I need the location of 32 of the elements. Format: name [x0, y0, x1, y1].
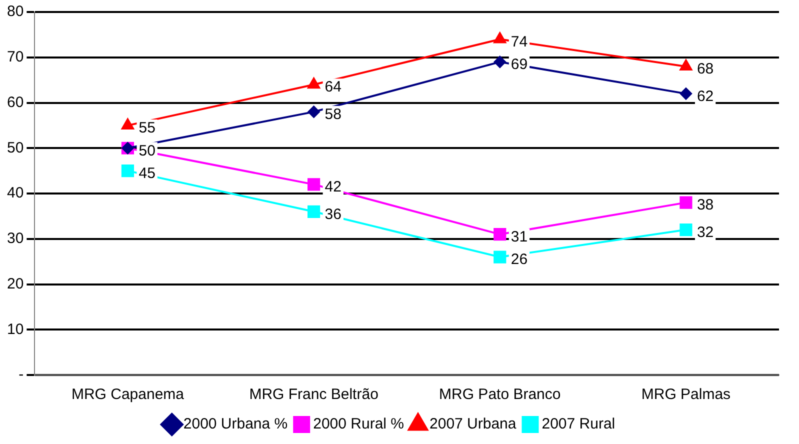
data-label: 64 — [324, 78, 342, 96]
data-label: 38 — [696, 196, 714, 214]
data-label: 26 — [510, 251, 528, 268]
legend-label: 2000 Urbana % — [183, 416, 288, 433]
data-label: 45 — [138, 164, 156, 182]
data-label: 74 — [510, 33, 528, 50]
y-tick-label: 30 — [6, 230, 24, 248]
x-tick-label: MRG Pato Branco — [439, 386, 561, 404]
data-label: 42 — [324, 178, 342, 196]
y-tick-label: 80 — [6, 3, 24, 20]
x-tick-label: MRG Palmas — [641, 386, 731, 404]
y-tick-label: 10 — [6, 320, 24, 338]
data-label: 55 — [138, 120, 156, 137]
data-label: 31 — [510, 228, 528, 246]
x-tick-label: MRG Capanema — [71, 386, 185, 404]
y-tick-label: 50 — [6, 139, 24, 156]
legend-label: 2007 Urbana — [430, 416, 517, 433]
legend-label: 2000 Rural % — [313, 416, 404, 433]
y-tick-label: 60 — [6, 94, 24, 111]
y-tick-label: 70 — [6, 48, 24, 66]
data-label: 36 — [324, 206, 342, 223]
y-tick-label: - — [18, 366, 24, 384]
legend-label: 2007 Rural — [542, 416, 616, 433]
data-label: 62 — [696, 88, 714, 105]
data-label: 69 — [510, 56, 528, 74]
data-label: 58 — [324, 106, 342, 123]
x-tick-label: MRG Franc Beltrão — [249, 386, 378, 404]
data-label: 68 — [696, 60, 714, 78]
data-label: 50 — [138, 142, 156, 160]
y-tick-label: 20 — [6, 275, 24, 292]
y-tick-label: 40 — [6, 184, 24, 202]
data-label: 32 — [696, 224, 714, 241]
